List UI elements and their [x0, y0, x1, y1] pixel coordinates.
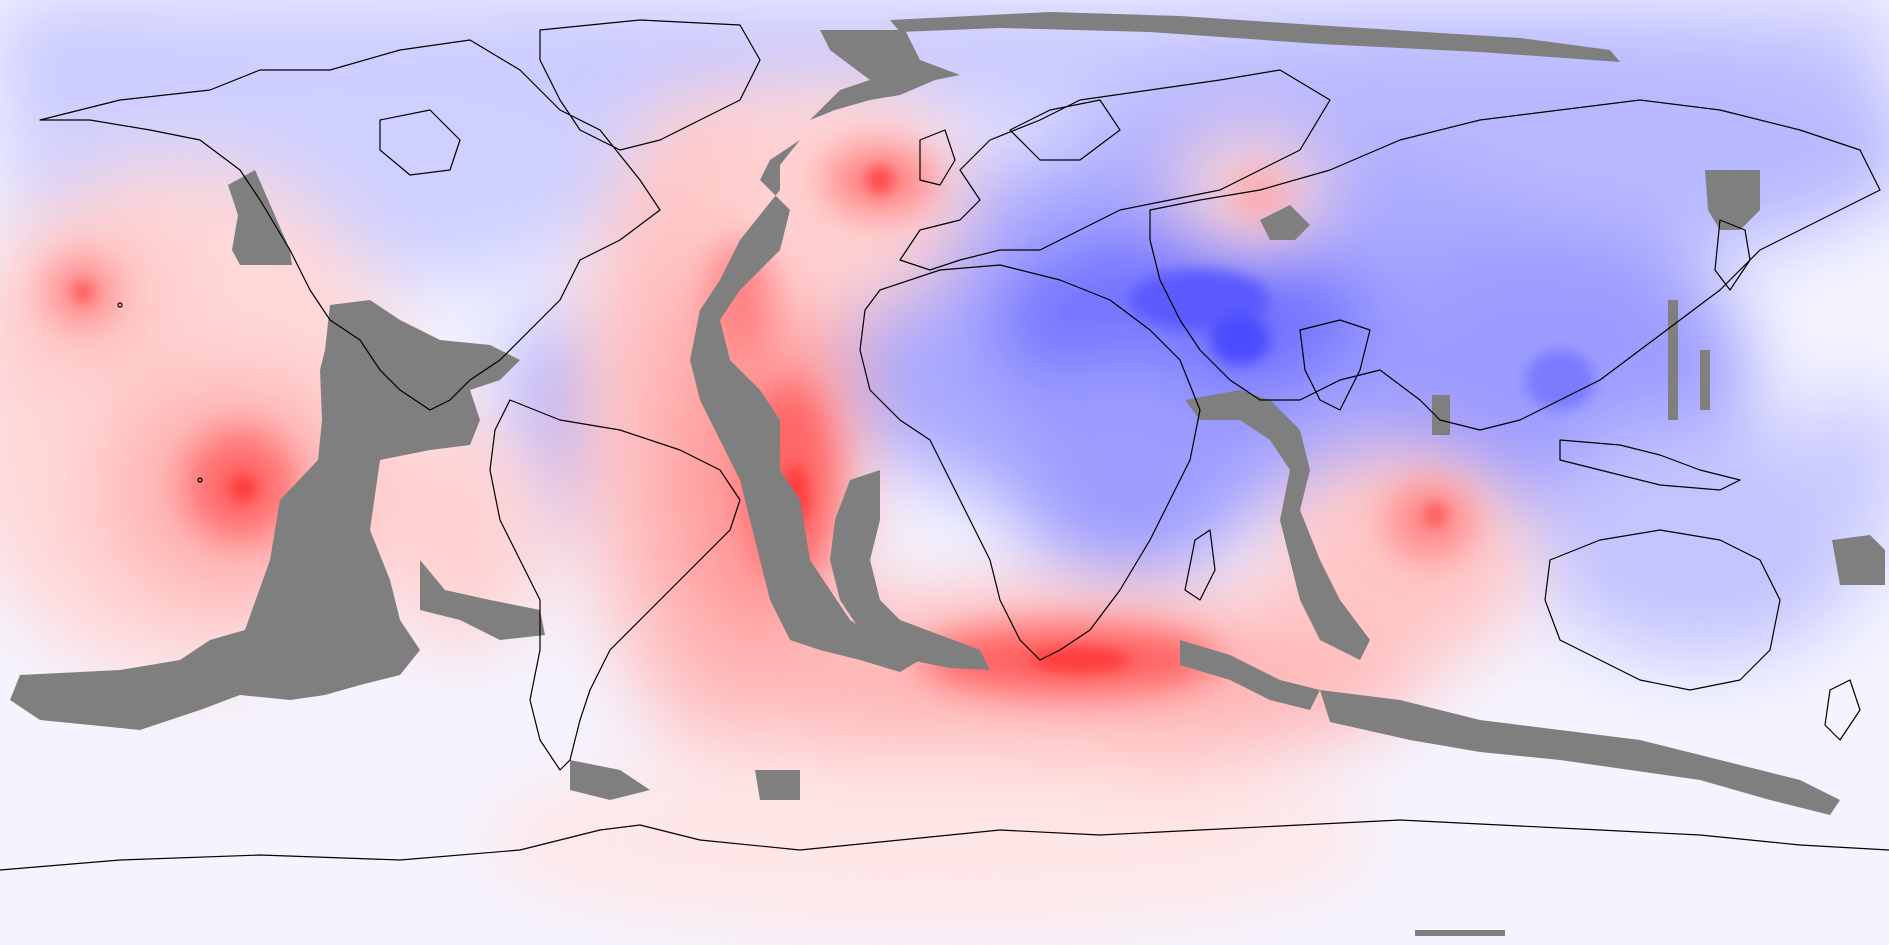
hudson-bay-coast — [379, 109, 461, 176]
izu-bonin-mask — [1668, 300, 1678, 420]
blue-anomaly-peaks — [1130, 270, 1595, 410]
arctic-ridge-mask — [890, 12, 1620, 62]
europe-coast — [899, 69, 1331, 271]
aleutian-mask — [1260, 205, 1310, 240]
hawaii-islands — [117, 302, 123, 308]
north-arctic-strip-mask — [1415, 930, 1505, 936]
chile-rise-mask — [420, 560, 545, 640]
south-scotia-mask — [755, 770, 800, 800]
greenland-coast — [539, 19, 761, 151]
philippine-mask — [1432, 395, 1450, 435]
antarctica-coast — [0, 819, 1889, 871]
tonga-mask — [1832, 535, 1885, 585]
east-pacific-mask — [10, 300, 520, 730]
mid-atlantic-ridge-mask — [690, 30, 960, 672]
southeast-asia-islands-coast — [1559, 439, 1741, 491]
juan-de-fuca-mask — [228, 170, 292, 265]
british-isles-coast — [919, 129, 956, 186]
scotia-mask — [570, 760, 650, 800]
africa-coast — [859, 264, 1201, 661]
india-coast — [1299, 319, 1371, 411]
new-zealand-coast — [1824, 679, 1861, 741]
north-america-coast — [39, 39, 661, 411]
asia-coast — [1149, 99, 1881, 431]
west-pacific-trench-mask — [1705, 170, 1760, 230]
japan-coast — [1714, 219, 1751, 291]
south-america-coast — [489, 399, 741, 771]
southeast-indian-ridge-mask — [1320, 690, 1840, 815]
coastlines — [0, 19, 1889, 871]
australia-coast — [1544, 529, 1781, 691]
southwest-indian-ridge-mask — [1180, 640, 1320, 710]
madagascar-coast — [1184, 529, 1216, 601]
south-atlantic-ridge-mask — [830, 470, 990, 670]
scandinavia-coast — [1009, 99, 1121, 161]
polynesia-islands — [197, 477, 203, 483]
mariana-mask — [1700, 350, 1710, 410]
gray-mask-regions — [10, 12, 1885, 936]
carlsberg-ridge-mask — [1185, 390, 1370, 660]
